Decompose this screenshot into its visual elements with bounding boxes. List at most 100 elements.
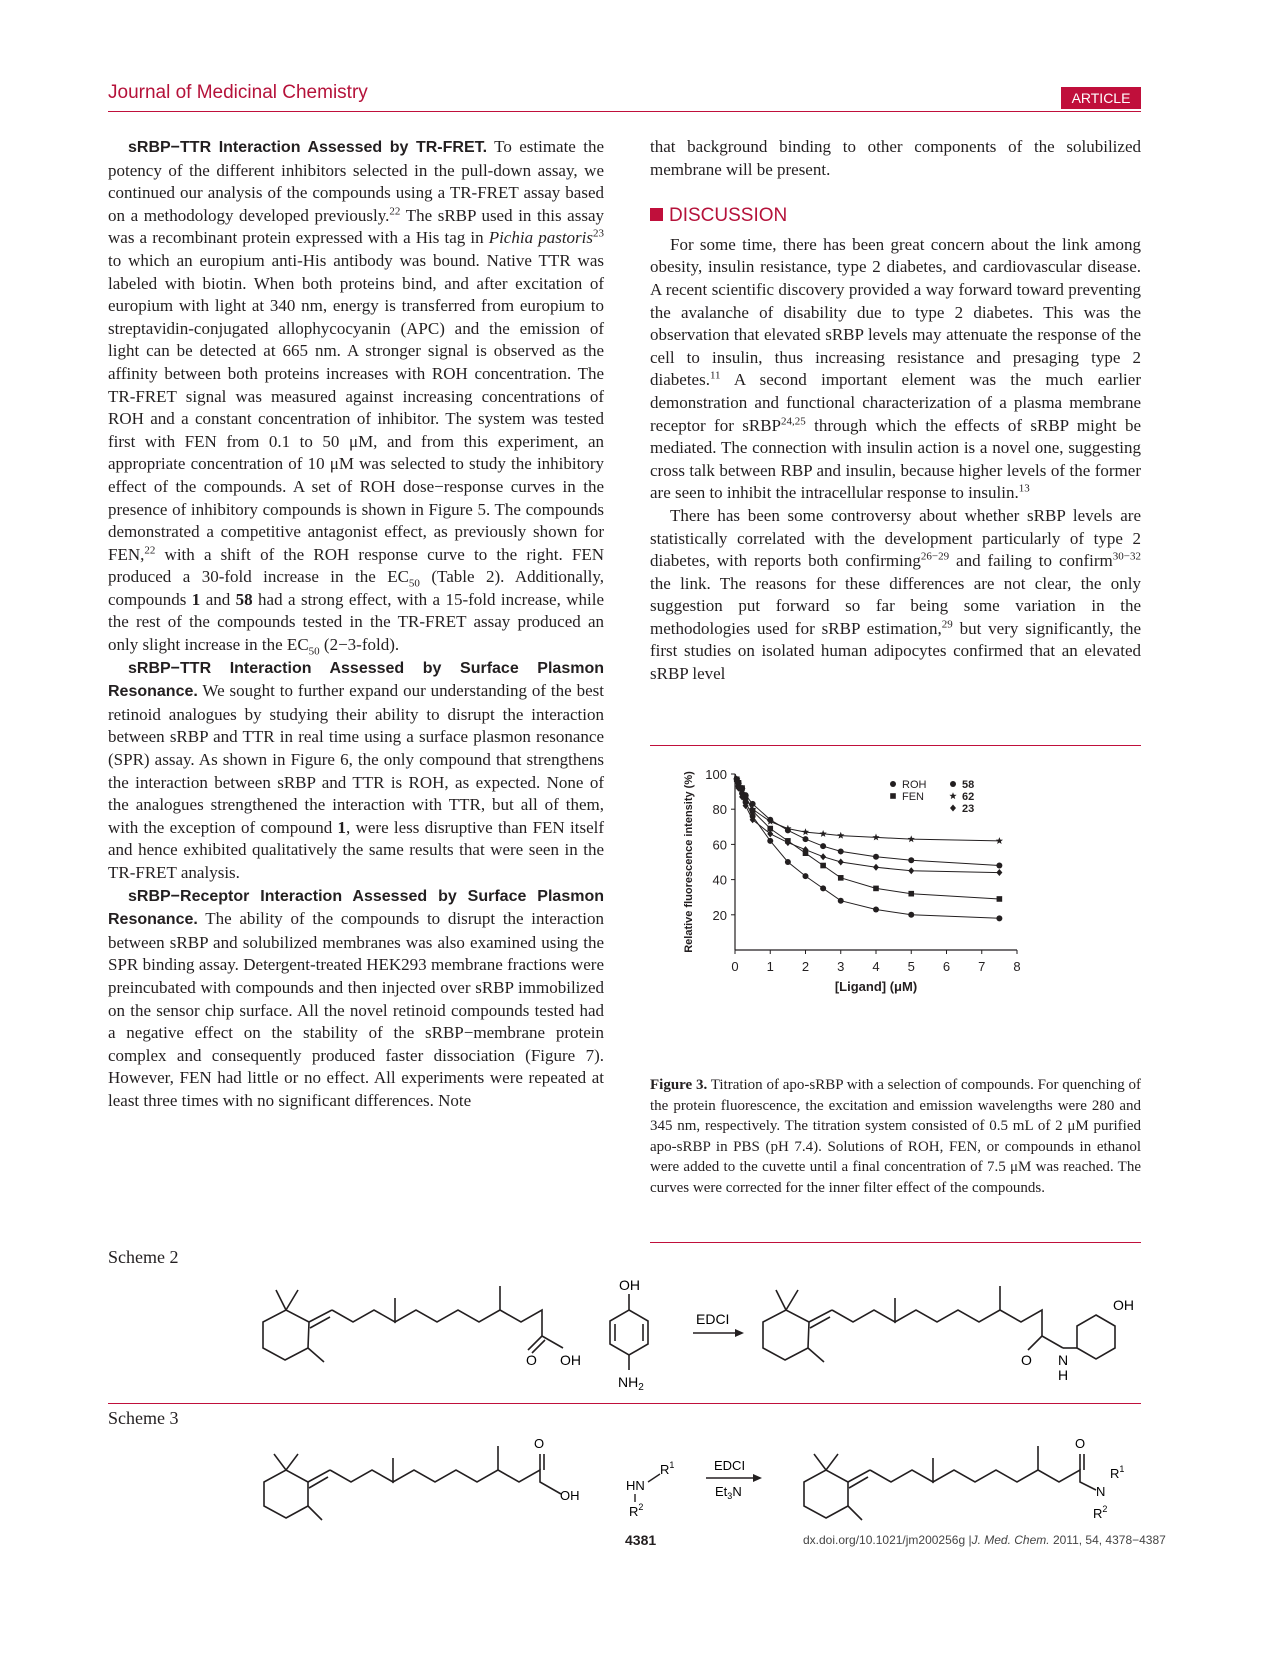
citation: 23 (593, 227, 604, 240)
x-tick-label: 5 (908, 959, 915, 974)
legend-label: 58 (962, 779, 974, 791)
run-in-heading: sRBP−TTR Interaction Assessed by TR-FRET… (128, 139, 488, 156)
y-tick-label: 60 (713, 837, 727, 852)
citation: 22 (389, 205, 401, 218)
citation: 26−29 (920, 550, 950, 563)
data-point-FEN (908, 890, 915, 897)
data-point-FEN (767, 825, 774, 832)
data-point-23 (735, 784, 742, 792)
amide-r2-label: R2 (1093, 1504, 1107, 1521)
retinoic-acid-structure (263, 1446, 562, 1521)
data-point-58 (802, 836, 809, 843)
citation: 30−32 (1112, 550, 1141, 563)
amine-r1-label: R1 (660, 1460, 674, 1477)
amide-n-label: N (1096, 1484, 1105, 1499)
data-point-23 (837, 858, 844, 866)
arrow-head-icon (735, 1329, 744, 1337)
data-point-ROH (873, 906, 879, 913)
data-point-58 (908, 857, 915, 864)
data-point-FEN (749, 808, 756, 814)
data-point-23 (767, 830, 774, 838)
legend-label: FEN (902, 791, 924, 803)
amide-r1-label: R1 (1110, 1464, 1124, 1481)
citation: 29 (941, 618, 953, 631)
data-point-ROH (784, 859, 791, 865)
right-column: that background binding to other compone… (650, 136, 1141, 686)
legend-label: ROH (902, 779, 927, 791)
data-point-ROH (802, 873, 809, 880)
data-point-62 (749, 805, 757, 813)
paragraph-tr-fret: sRBP−TTR Interaction Assessed by TR-FRET… (108, 137, 605, 658)
data-point-FEN (820, 862, 826, 869)
reagent-edci: EDCI (696, 1311, 729, 1327)
product-amide-structure (803, 1446, 1097, 1521)
amine-r2-label: R2 (629, 1502, 643, 1519)
data-point-ROH (767, 837, 774, 844)
legend-marker-ROH (890, 781, 896, 787)
data-point-23 (802, 846, 809, 854)
scheme3-label: Scheme 3 (108, 1408, 179, 1428)
data-point-FEN (996, 896, 1003, 902)
data-point-58 (820, 843, 827, 850)
figure-bottom-rule (650, 1242, 1141, 1243)
acid-oh-label: OH (560, 1488, 580, 1503)
arrow-head-icon (753, 1474, 762, 1482)
data-point-ROH (908, 911, 915, 918)
citation: 13 (1018, 482, 1030, 495)
data-point-58 (749, 800, 756, 807)
product-amide-structure (762, 1286, 1116, 1363)
scheme2-diagram: O OH OH NH2 EDCI (262, 1277, 1116, 1393)
paragraph-discussion-1: For some time, there has been great conc… (650, 234, 1141, 503)
y-tick-label: 20 (713, 908, 727, 923)
scheme3-diagram: O OH HN R1 R2 EDCI Et3N O N R1 R2 (263, 1436, 1124, 1521)
citation: 22 (144, 544, 156, 557)
acid-oh-label: OH (560, 1352, 581, 1368)
x-tick-label: 6 (943, 959, 950, 974)
discussion-heading: DISCUSSION (650, 205, 1141, 228)
data-point-23 (908, 867, 915, 875)
data-point-62 (784, 824, 792, 832)
page-number: 4381 (625, 1532, 657, 1548)
aminophenol-structure (609, 1294, 649, 1370)
reagent-et3n: Et3N (715, 1484, 742, 1501)
journal-title: Journal of Medicinal Chemistry (108, 82, 368, 103)
amine-label: NH2 (618, 1374, 644, 1393)
data-point-62 (819, 830, 827, 837)
phenol-oh-label: OH (619, 1277, 640, 1293)
citation: 11 (709, 369, 721, 382)
series-line-58 (734, 773, 1000, 866)
y-tick-label: 80 (713, 802, 727, 817)
legend-marker-58 (950, 781, 956, 787)
data-point-ROH (996, 915, 1003, 922)
figure3-caption: Figure 3. Titration of apo-sRBP with a s… (650, 1077, 1141, 1196)
data-point-58 (873, 853, 879, 860)
amide-o-label: O (1075, 1436, 1085, 1451)
run-in-heading: sRBP−TTR Interaction Assessed by Surface… (108, 659, 604, 701)
article-badge: ARTICLE (1061, 87, 1141, 109)
data-point-ROH (837, 897, 844, 904)
data-point-FEN (837, 875, 844, 881)
legend-label: 62 (962, 791, 974, 803)
data-point-62 (872, 833, 880, 841)
x-tick-label: 0 (731, 959, 738, 974)
caption-label: Figure 3. (650, 1077, 708, 1093)
acid-o-label: O (526, 1352, 537, 1368)
data-point-62 (741, 793, 750, 800)
data-point-23 (733, 777, 740, 785)
data-point-62 (738, 786, 746, 793)
doi-citation: dx.doi.org/10.1021/jm200256g |J. Med. Ch… (803, 1533, 1166, 1547)
paragraph-discussion-2: There has been some controversy about wh… (650, 505, 1141, 684)
scheme2-label: Scheme 2 (108, 1247, 179, 1267)
amine-hn-label: HN (626, 1478, 645, 1493)
paragraph-continued: that background binding to other compone… (650, 137, 1141, 179)
square-bullet-icon (650, 208, 663, 222)
x-tick-label: 7 (978, 959, 985, 974)
data-point-23 (820, 853, 827, 861)
data-point-23 (742, 802, 749, 810)
data-point-23 (784, 839, 791, 847)
data-point-62 (766, 817, 774, 825)
x-tick-label: 1 (767, 959, 774, 974)
data-point-FEN (873, 885, 879, 892)
amine-bond (647, 1473, 661, 1483)
legend-marker-23 (950, 804, 956, 812)
